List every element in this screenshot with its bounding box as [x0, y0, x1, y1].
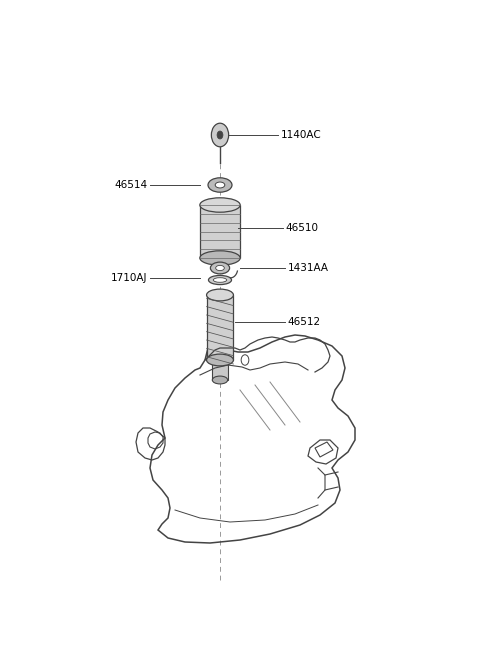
Ellipse shape [216, 265, 224, 271]
Ellipse shape [200, 198, 240, 212]
Ellipse shape [215, 182, 225, 188]
Ellipse shape [208, 275, 231, 284]
Ellipse shape [206, 289, 233, 301]
Ellipse shape [210, 262, 229, 274]
Polygon shape [206, 295, 233, 360]
Circle shape [211, 123, 228, 147]
Text: 1710AJ: 1710AJ [111, 273, 148, 283]
Ellipse shape [208, 178, 232, 192]
Ellipse shape [213, 278, 227, 282]
Ellipse shape [206, 354, 233, 366]
Ellipse shape [212, 376, 228, 384]
Polygon shape [200, 205, 240, 258]
Text: 1140AC: 1140AC [280, 130, 321, 140]
Text: 46514: 46514 [114, 180, 148, 190]
Polygon shape [212, 360, 228, 380]
Text: 46512: 46512 [288, 317, 321, 327]
Circle shape [217, 131, 223, 139]
Ellipse shape [200, 251, 240, 265]
Text: 1431AA: 1431AA [288, 263, 328, 273]
Text: 46510: 46510 [286, 223, 318, 233]
